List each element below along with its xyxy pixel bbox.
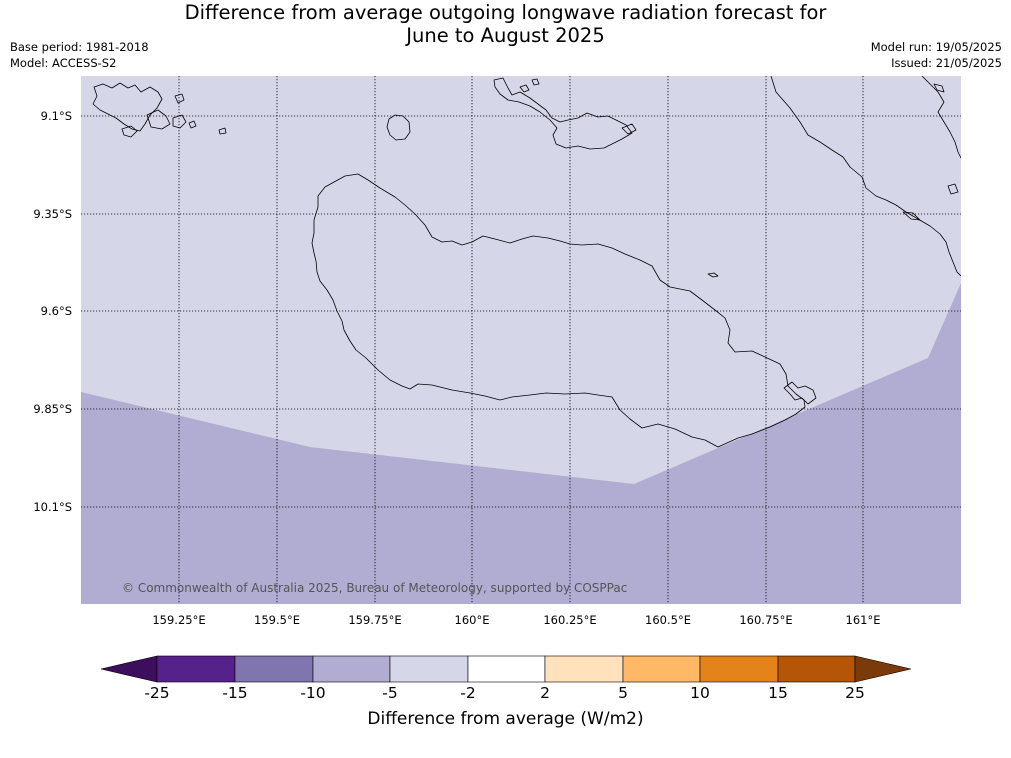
colorbar-tick: 5 <box>618 684 628 702</box>
colorbar-bin <box>622 655 701 683</box>
colorbar-bin <box>312 655 391 683</box>
lat-label: 9.1°S <box>41 109 72 123</box>
longitude-labels: 159.25°E 159.5°E 159.75°E 160°E 160.25°E… <box>152 613 880 627</box>
colorbar-tick: -25 <box>144 684 170 702</box>
coastline-north-islet-3 <box>621 123 637 135</box>
copyright-notice: © Commonwealth of Australia 2025, Bureau… <box>122 581 627 595</box>
colorbar-bin <box>777 655 856 683</box>
title-line-2: June to August 2025 <box>406 24 605 47</box>
coastline-northeast-islet-2 <box>947 183 959 195</box>
lat-label: 9.35°S <box>33 207 72 221</box>
colorbar <box>100 655 912 683</box>
coastlines <box>92 76 961 448</box>
colorbar-tick: 2 <box>540 684 550 702</box>
coastline-north-islet-2 <box>531 78 540 86</box>
coastline-northeast-islet-1 <box>933 83 945 93</box>
coastline-northwest-islet-6 <box>218 127 227 135</box>
coastline-northeast-islet-3 <box>902 211 921 221</box>
coastline-main-island <box>311 173 806 448</box>
colorbar-extend-high <box>854 655 912 683</box>
map-plot-area: © Commonwealth of Australia 2025, Bureau… <box>81 76 961 604</box>
lon-label: 159.25°E <box>152 613 205 627</box>
coastline-round-island <box>386 114 411 141</box>
chart-title: Difference from average outgoing longwav… <box>0 1 1011 47</box>
lat-label: 10.1°S <box>33 500 72 514</box>
colorbar-tick: 15 <box>768 684 788 702</box>
colorbar-bin <box>467 655 546 683</box>
lon-label: 159.5°E <box>254 613 300 627</box>
coastline-northwest-islet-5 <box>188 120 197 129</box>
coastline-northwest-islet-2 <box>146 109 171 130</box>
meta-right: Model run: 19/05/2025 Issued: 21/05/2025 <box>871 39 1002 71</box>
coastline-northwest-islands <box>92 82 163 132</box>
lon-label: 161°E <box>846 613 881 627</box>
lon-label: 160.25°E <box>543 613 596 627</box>
coastline-north-islet-1 <box>519 84 530 93</box>
colorbar-tick: 25 <box>845 684 865 702</box>
issued-date: Issued: 21/05/2025 <box>891 56 1002 70</box>
colorbar-ticks: -25 -15 -10 -5 -2 2 5 10 15 25 <box>0 684 1011 706</box>
colorbar-tick: -5 <box>382 684 398 702</box>
coastline-north-islands <box>493 77 633 150</box>
model-run: Model run: 19/05/2025 <box>870 40 1002 54</box>
lat-label: 9.6°S <box>41 304 72 318</box>
coastline-northeast-land <box>770 76 961 277</box>
colorbar-bin <box>389 655 469 683</box>
colorbar-bin <box>234 655 314 683</box>
coastline-northeast-coast <box>921 76 961 159</box>
meta-left: Base period: 1981-2018 Model: ACCESS-S2 <box>10 39 149 71</box>
latitude-labels: 9.1°S 9.35°S 9.6°S 9.85°S 10.1°S <box>33 109 72 514</box>
lon-label: 160.75°E <box>739 613 792 627</box>
colorbar-label: Difference from average (W/m2) <box>367 709 644 729</box>
lon-label: 159.75°E <box>348 613 401 627</box>
coastline-northwest-islet-3 <box>172 114 187 129</box>
colorbar-tick: -15 <box>222 684 248 702</box>
colorbar-bin <box>699 655 779 683</box>
colorbar-bin <box>156 655 236 683</box>
coastline-northwest-islet-4 <box>174 93 185 104</box>
region-minus10-minus5 <box>81 283 961 604</box>
model-name: Model: ACCESS-S2 <box>10 56 117 70</box>
coastline-cape <box>783 381 817 405</box>
colorbar-bin <box>544 655 624 683</box>
coastline-islet-east <box>707 272 719 278</box>
lon-label: 160°E <box>455 613 490 627</box>
lat-label: 9.85°S <box>33 402 72 416</box>
colorbar-tick: -10 <box>300 684 326 702</box>
colorbar-extend-low <box>100 655 158 683</box>
lon-label: 160.5°E <box>645 613 691 627</box>
coastline-northwest-islet-1 <box>121 125 138 138</box>
base-period: Base period: 1981-2018 <box>10 40 149 54</box>
colorbar-tick: -2 <box>460 684 476 702</box>
graticule <box>81 76 961 604</box>
title-line-1: Difference from average outgoing longwav… <box>184 1 827 24</box>
colorbar-tick: 10 <box>690 684 710 702</box>
